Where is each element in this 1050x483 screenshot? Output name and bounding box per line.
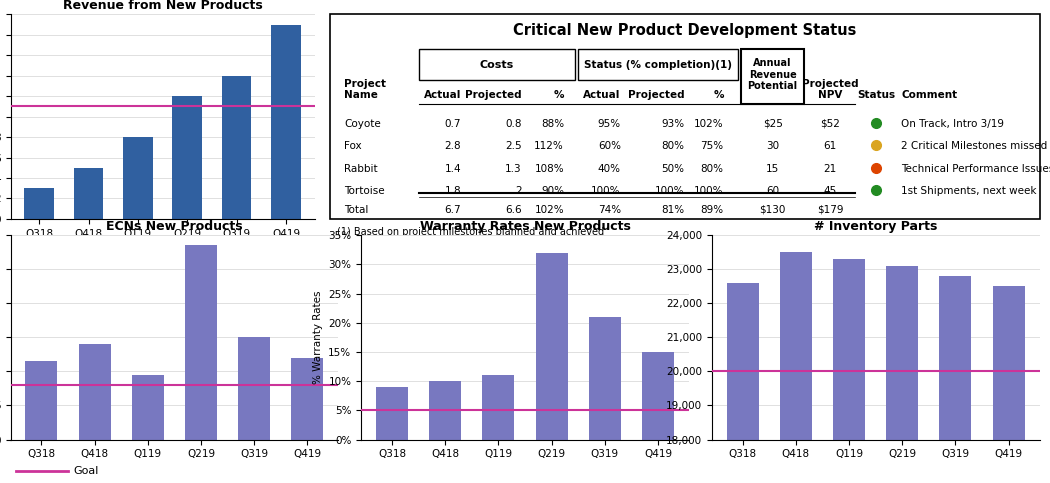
Bar	[642, 352, 674, 440]
Bar	[482, 375, 514, 440]
Bar	[741, 49, 804, 104]
Text: Actual: Actual	[424, 90, 461, 100]
Bar	[727, 283, 758, 483]
Bar	[940, 276, 971, 483]
Bar	[376, 387, 408, 440]
Text: %: %	[713, 90, 723, 100]
Text: 60: 60	[766, 186, 779, 197]
Text: 0.8: 0.8	[505, 119, 522, 129]
Text: 102%: 102%	[694, 119, 723, 129]
Text: %: %	[553, 90, 564, 100]
Text: 2: 2	[514, 186, 522, 197]
Y-axis label: % Warranty Rates: % Warranty Rates	[313, 291, 322, 384]
Text: 75%: 75%	[700, 142, 723, 151]
Bar	[589, 317, 621, 440]
Text: Projected: Projected	[628, 90, 685, 100]
Text: 95%: 95%	[597, 119, 621, 129]
Text: Technical Performance Issues: Technical Performance Issues	[901, 164, 1050, 174]
Text: Rabbit: Rabbit	[344, 164, 378, 174]
Text: 1.8: 1.8	[444, 186, 461, 197]
Bar	[238, 337, 270, 440]
Text: 0.7: 0.7	[444, 119, 461, 129]
Text: On Track, Intro 3/19: On Track, Intro 3/19	[901, 119, 1004, 129]
Bar	[132, 375, 164, 440]
Text: 30: 30	[766, 142, 779, 151]
Text: $25: $25	[762, 119, 782, 129]
Bar	[185, 245, 217, 440]
Text: 89%: 89%	[700, 205, 723, 215]
Text: 40%: 40%	[597, 164, 621, 174]
Text: 6.7: 6.7	[444, 205, 461, 215]
Text: 102%: 102%	[534, 205, 564, 215]
Text: 15: 15	[766, 164, 779, 174]
Bar	[419, 49, 574, 80]
Bar	[222, 76, 251, 219]
Text: Critical New Product Development Status: Critical New Product Development Status	[513, 23, 857, 38]
Text: 1.4: 1.4	[444, 164, 461, 174]
Text: 1.3: 1.3	[505, 164, 522, 174]
Bar	[833, 259, 865, 483]
Text: Projected
NPV: Projected NPV	[802, 79, 859, 100]
Text: 50%: 50%	[662, 164, 685, 174]
Text: 45: 45	[823, 186, 837, 197]
Text: Actual: Actual	[584, 90, 621, 100]
Text: Fox: Fox	[344, 142, 361, 151]
Text: Project
Name: Project Name	[344, 79, 386, 100]
Bar	[579, 49, 738, 80]
Text: Comment: Comment	[901, 90, 958, 100]
Bar	[429, 381, 461, 440]
Title: ECNs New Products: ECNs New Products	[106, 220, 243, 233]
Text: 6.6: 6.6	[505, 205, 522, 215]
Bar	[886, 266, 918, 483]
Bar	[780, 252, 812, 483]
Text: 60%: 60%	[597, 142, 621, 151]
Title: Warranty Rates New Products: Warranty Rates New Products	[420, 220, 630, 233]
Text: Status (% completion)(1): Status (% completion)(1)	[584, 59, 732, 70]
Text: 74%: 74%	[597, 205, 621, 215]
Bar	[79, 344, 110, 440]
Text: 2 Critical Milestones missed: 2 Critical Milestones missed	[901, 142, 1047, 151]
Text: 80%: 80%	[700, 164, 723, 174]
Text: Costs: Costs	[480, 59, 513, 70]
Text: 81%: 81%	[662, 205, 685, 215]
Text: $179: $179	[817, 205, 843, 215]
Text: Projected: Projected	[465, 90, 522, 100]
Text: 88%: 88%	[541, 119, 564, 129]
Text: Status: Status	[857, 90, 896, 100]
Text: 100%: 100%	[694, 186, 723, 197]
Text: 100%: 100%	[655, 186, 685, 197]
Text: $130: $130	[759, 205, 785, 215]
Text: Total: Total	[344, 205, 369, 215]
Text: 21: 21	[823, 164, 837, 174]
Text: 90%: 90%	[541, 186, 564, 197]
Text: 100%: 100%	[591, 186, 621, 197]
Bar	[74, 168, 103, 219]
Text: 108%: 108%	[534, 164, 564, 174]
Bar	[24, 188, 54, 219]
Text: (1) Based on project milestones planned and achieved: (1) Based on project milestones planned …	[337, 227, 604, 237]
Text: Goal: Goal	[74, 466, 99, 476]
Title: Revenue from New Products: Revenue from New Products	[63, 0, 262, 12]
Bar	[992, 286, 1025, 483]
Text: $52: $52	[820, 119, 840, 129]
Text: 112%: 112%	[534, 142, 564, 151]
Text: 2.8: 2.8	[444, 142, 461, 151]
Bar	[123, 137, 152, 219]
Text: Annual
Revenue
Potential: Annual Revenue Potential	[748, 58, 798, 91]
Text: 61: 61	[823, 142, 837, 151]
Text: 93%: 93%	[662, 119, 685, 129]
Text: 80%: 80%	[662, 142, 685, 151]
Bar	[292, 358, 323, 440]
Text: Coyote: Coyote	[344, 119, 381, 129]
Bar	[172, 96, 202, 219]
Bar	[25, 361, 58, 440]
Bar	[271, 25, 300, 219]
Bar	[536, 253, 568, 440]
Text: 1st Shipments, next week: 1st Shipments, next week	[901, 186, 1036, 197]
Text: Tortoise: Tortoise	[344, 186, 384, 197]
Text: 2.5: 2.5	[505, 142, 522, 151]
Title: # Inventory Parts: # Inventory Parts	[814, 220, 938, 233]
